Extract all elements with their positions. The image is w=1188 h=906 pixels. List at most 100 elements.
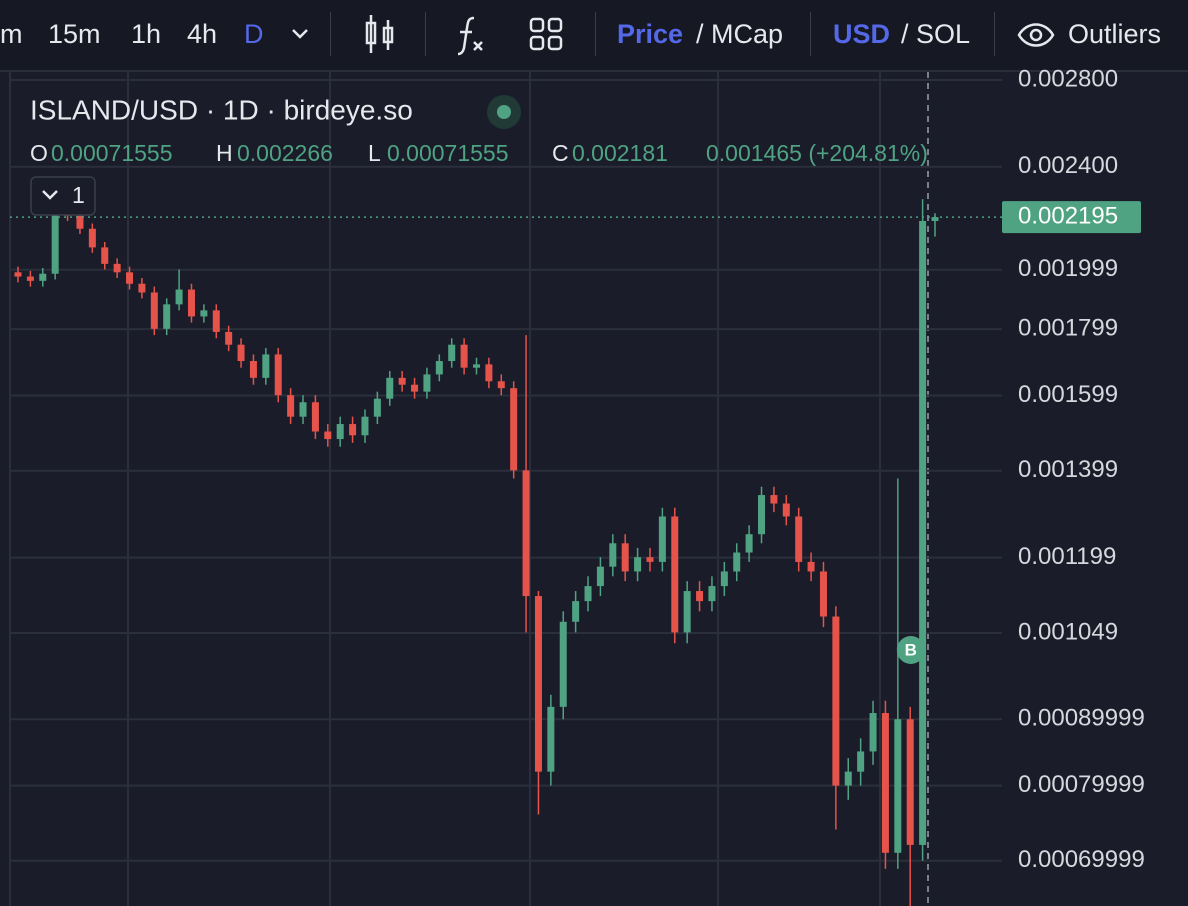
candle-body: [683, 591, 691, 633]
candle-body: [881, 713, 889, 853]
usd-toggle[interactable]: USD: [833, 19, 891, 49]
candle-body: [249, 361, 257, 378]
o-label: O: [30, 140, 48, 166]
candle-body: [906, 719, 914, 845]
y-tick-label: 0.001999: [1018, 255, 1118, 282]
candle-body: [671, 516, 679, 633]
candle-body: [696, 591, 704, 602]
o-value: 0.00071555: [51, 140, 173, 166]
candle-body: [14, 272, 22, 277]
candle-body: [423, 374, 431, 392]
interval[interactable]: m: [0, 19, 23, 49]
candle-body: [770, 495, 778, 504]
candle-body: [150, 292, 158, 329]
y-tick-label: 0.00079999: [1018, 771, 1145, 798]
y-tick-label: 0.001199: [1018, 543, 1116, 570]
candle-body: [758, 495, 766, 535]
y-tick-label: 0.002400: [1018, 152, 1118, 179]
y-tick-label: 0.00069999: [1018, 846, 1145, 873]
dropdown-icon[interactable]: [290, 24, 310, 44]
separator: [810, 12, 811, 56]
candle-body: [485, 364, 493, 382]
candle-body: [733, 552, 741, 572]
time-grid: [127, 72, 881, 906]
h-value: 0.002266: [237, 140, 333, 166]
indicators-icon[interactable]: [452, 12, 492, 56]
candle-body: [299, 402, 307, 417]
candle-body: [832, 616, 840, 786]
y-tick-label: 0.001399: [1018, 456, 1118, 483]
toolbar: m 15m 1h 4h D Price / MCap USD / SOL Out…: [0, 0, 1188, 72]
h-label: H: [216, 140, 233, 166]
separator: [994, 12, 995, 56]
candle-body: [894, 719, 902, 853]
candle-body: [175, 289, 183, 305]
c-value: 0.002181: [572, 140, 668, 166]
separator: [425, 12, 426, 56]
candle-body: [187, 289, 195, 317]
candle-body: [572, 601, 580, 622]
price-toggle[interactable]: Price: [617, 19, 684, 49]
layout-icon[interactable]: [528, 16, 566, 54]
candle-body: [287, 395, 295, 417]
candle-body: [584, 586, 592, 602]
candles-icon[interactable]: [360, 12, 400, 56]
candle-body: [460, 344, 468, 368]
last-price-label: 0.002195: [1018, 202, 1118, 229]
candle-body: [869, 713, 877, 752]
collapse-button[interactable]: [30, 176, 96, 216]
candle-body: [646, 557, 654, 562]
candle-body: [200, 310, 208, 317]
indicator-count: 1: [72, 182, 85, 208]
candle-body: [510, 388, 518, 471]
candle-body: [212, 310, 220, 332]
candle-body: [88, 228, 96, 248]
change-value: 0.001465 (+204.81%): [706, 140, 928, 166]
candle-body: [497, 381, 505, 389]
candle-body: [795, 516, 803, 562]
candle-body: [411, 384, 419, 392]
candle-body: [373, 398, 381, 417]
candle-body: [473, 364, 480, 368]
interval[interactable]: 15m: [48, 19, 101, 49]
y-tick-label: 0.00089999: [1018, 705, 1145, 732]
candle-body: [101, 247, 109, 264]
candle-body: [634, 557, 642, 572]
trade-marker-label: B: [905, 640, 917, 659]
collapse-icon: [42, 190, 58, 200]
interval[interactable]: 4h: [187, 19, 218, 49]
status-dot: [497, 105, 511, 119]
candle-body: [844, 771, 852, 786]
candle-body: [720, 571, 728, 587]
separator: [595, 12, 596, 56]
candle-body: [931, 217, 939, 221]
interval-active[interactable]: D: [244, 19, 264, 49]
candle-body: [559, 621, 567, 707]
candle-body: [857, 751, 865, 772]
candle-body: [819, 571, 827, 617]
sol-toggle[interactable]: / SOL: [901, 19, 971, 49]
eye-icon[interactable]: [1017, 20, 1055, 50]
candle-body: [311, 402, 319, 432]
candle-body: [621, 543, 629, 572]
candle-body: [448, 344, 456, 362]
candle-body: [609, 543, 617, 567]
candle-body: [26, 276, 34, 281]
mcap-toggle[interactable]: / MCap: [696, 19, 784, 49]
y-tick-label: 0.001049: [1018, 618, 1118, 645]
candle-body: [435, 361, 443, 375]
candle-body: [708, 586, 716, 602]
candle-body: [782, 503, 790, 517]
outliers-toggle[interactable]: Outliers: [1068, 19, 1162, 49]
candle-body: [51, 205, 59, 274]
candle-body: [274, 354, 282, 396]
separator: [330, 12, 331, 56]
c-label: C: [552, 140, 569, 166]
last-price-tag: [1002, 201, 1141, 234]
candle-body: [658, 516, 666, 562]
y-tick-label: 0.001599: [1018, 381, 1118, 408]
candle-body: [336, 424, 344, 440]
interval[interactable]: 1h: [131, 19, 162, 49]
ohlc-legend: O 0.00071555 H 0.002266 L 0.00071555 C 0…: [30, 140, 928, 166]
